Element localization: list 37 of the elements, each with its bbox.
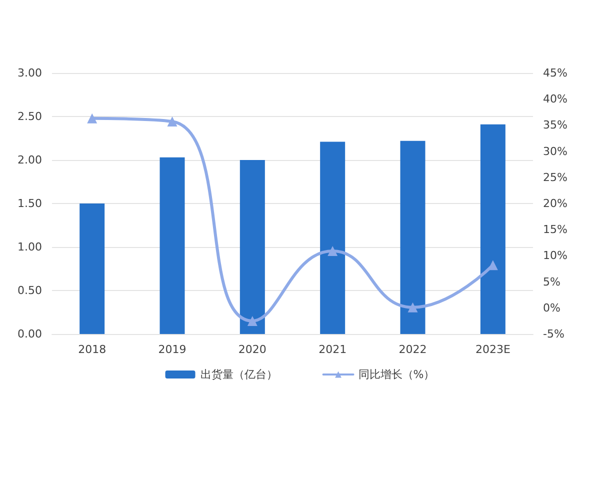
y-tick-label: 0.50 bbox=[18, 284, 42, 297]
bar bbox=[400, 140, 426, 334]
x-tick-label: 2023E bbox=[475, 343, 510, 356]
x-tick-label: 2022 bbox=[398, 343, 427, 356]
y2-tick-label: 5% bbox=[543, 275, 560, 288]
x-tick-label: 2020 bbox=[238, 343, 266, 356]
y2-tick-label: 15% bbox=[543, 223, 568, 236]
bar bbox=[80, 204, 105, 334]
point bbox=[247, 316, 258, 326]
y2-tick-label: 10% bbox=[543, 249, 568, 262]
bar bbox=[320, 142, 346, 334]
x-tick-label: 2019 bbox=[158, 343, 186, 356]
bar bbox=[240, 160, 265, 334]
x-tick-label: 2018 bbox=[78, 343, 106, 356]
y2-tick-label: 45% bbox=[543, 66, 568, 80]
y2-tick-label: 40% bbox=[543, 92, 568, 106]
point bbox=[408, 302, 418, 312]
legend-label: 同比增长（%） bbox=[358, 368, 435, 381]
point bbox=[167, 116, 178, 127]
y-tick-label: 0.00 bbox=[18, 328, 42, 340]
y2-tick-label: 30% bbox=[543, 144, 568, 158]
y2-tick-label: 0% bbox=[543, 301, 560, 314]
y2-tick-label: 25% bbox=[543, 170, 568, 184]
y-tick-label: 2.50 bbox=[18, 110, 42, 123]
x-tick-label: 2021 bbox=[318, 343, 347, 356]
y-tick-label: 1.50 bbox=[18, 197, 42, 210]
legend-label: 出货量（亿台） bbox=[200, 368, 278, 381]
bar bbox=[160, 157, 185, 334]
y-tick-label: 2.00 bbox=[18, 154, 42, 166]
bar bbox=[480, 124, 506, 334]
y-tick-label: 1.00 bbox=[18, 240, 42, 254]
y2-tick-label: 20% bbox=[543, 197, 568, 210]
y2-tick-label: 35% bbox=[543, 118, 568, 132]
y2-tick-label: -5% bbox=[543, 328, 564, 340]
y-tick-label: 3.00 bbox=[18, 66, 42, 80]
point bbox=[328, 246, 338, 256]
point bbox=[87, 113, 98, 124]
